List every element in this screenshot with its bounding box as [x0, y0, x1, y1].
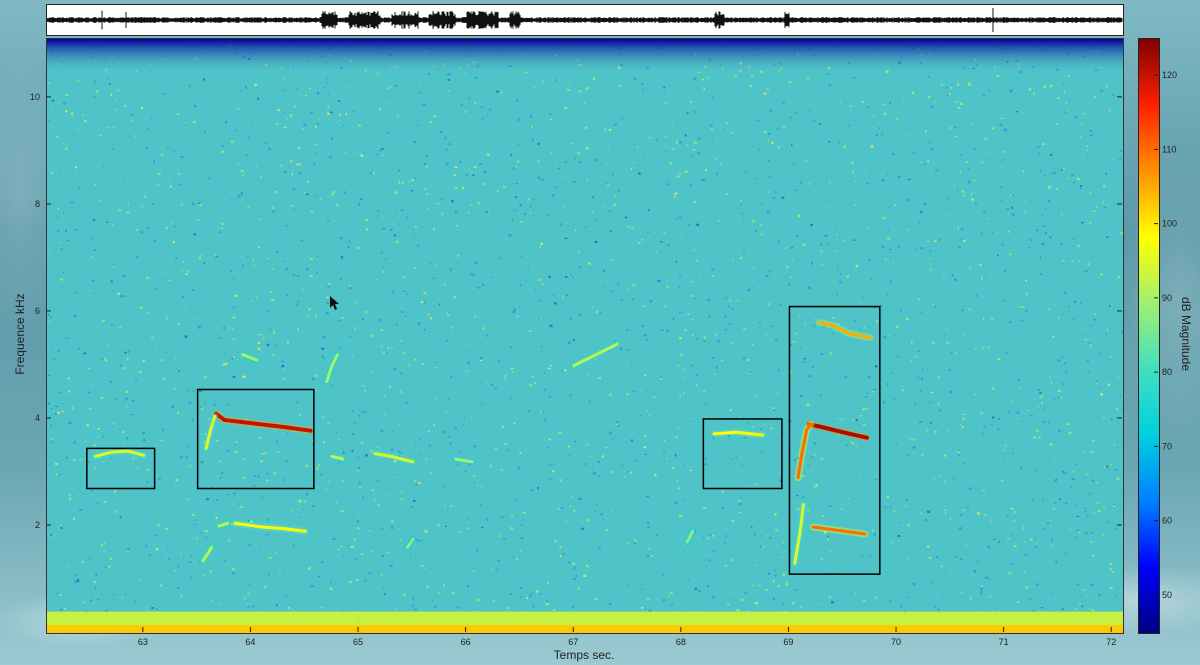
whistle-trace-7	[217, 521, 230, 528]
whistle-trace-4	[373, 452, 415, 464]
annotation-box-0	[86, 447, 156, 490]
low-frequency-band-core	[47, 624, 1123, 633]
y-axis-label: Frequence kHz	[13, 293, 27, 375]
whistle-trace-10	[241, 353, 259, 362]
whistle-trace-12	[712, 430, 764, 437]
waveform-trace	[46, 7, 1123, 33]
whistle-trace-17	[811, 525, 867, 536]
whistle-trace-11	[572, 342, 619, 367]
whistle-trace-2	[204, 414, 217, 450]
whistle-trace-18	[685, 529, 695, 544]
whistle-trace-8	[201, 545, 214, 563]
whistle-trace-6	[233, 521, 307, 533]
whistle-trace-1	[213, 411, 313, 433]
annotation-box-3	[788, 305, 881, 575]
colorbar-gradient	[1139, 39, 1159, 633]
whistle-trace-19	[406, 537, 415, 549]
x-axis-label: Temps sec.	[553, 648, 615, 662]
whistle-trace-5	[454, 457, 474, 464]
whistle-trace-9	[325, 353, 339, 383]
whistle-trace-13	[818, 321, 872, 340]
spectrogram-panel	[46, 38, 1125, 635]
spectrogram-background	[47, 39, 1123, 633]
whistle-trace-14	[806, 422, 869, 440]
top-frequency-band	[47, 39, 1123, 75]
colorbar-label: dB Magnitude	[1179, 296, 1193, 372]
whistle-trace-3	[330, 454, 345, 461]
whistle-trace-16	[793, 503, 805, 565]
whistle-trace-0	[93, 449, 146, 458]
spectrogram-plot	[47, 39, 1125, 635]
colorbar	[1138, 38, 1160, 634]
waveform-plot	[46, 7, 1123, 33]
whistle-trace-15	[796, 422, 813, 480]
annotation-box-1	[196, 388, 315, 490]
colorbar-fill	[1139, 39, 1159, 633]
waveform-panel	[46, 4, 1124, 36]
annotation-box-2	[702, 418, 783, 490]
